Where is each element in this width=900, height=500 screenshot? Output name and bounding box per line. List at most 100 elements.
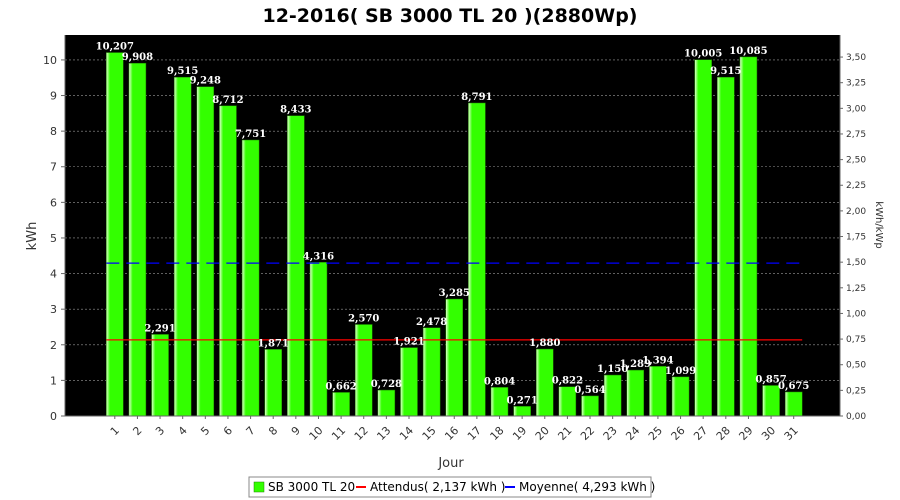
x-tick-label: 20 — [533, 424, 552, 443]
bar — [377, 389, 396, 417]
bar-value-label: 7,751 — [235, 129, 266, 140]
y-axis-label: kWh — [25, 222, 40, 251]
bar-value-label: 0,804 — [484, 376, 515, 387]
bar — [400, 347, 418, 417]
bar — [264, 349, 282, 417]
y-right-tick-label: 0,25 — [846, 386, 866, 396]
x-axis-label: Jour — [437, 456, 464, 471]
bar — [354, 324, 373, 417]
y-tick-label: 7 — [50, 161, 57, 174]
x-tick-label: 24 — [623, 424, 642, 443]
legend-series-label: SB 3000 TL 20 — [268, 480, 355, 494]
bar-value-label: 1,150 — [597, 364, 628, 375]
bar-value-label: 0,857 — [755, 374, 786, 385]
x-tick-label: 17 — [465, 424, 484, 443]
y-axis-right-label: kWh/kWp — [873, 201, 884, 248]
bar — [309, 262, 328, 417]
bar — [784, 391, 803, 417]
bar — [581, 395, 599, 417]
bar — [513, 406, 531, 417]
x-tick-label: 16 — [442, 424, 461, 443]
bar — [196, 86, 215, 417]
bar-value-labels: 10,2079,9082,2919,5159,2488,7127,7511,87… — [96, 42, 810, 407]
y-right-tick-label: 0,00 — [846, 412, 866, 422]
bar-value-label: 3,285 — [439, 288, 470, 299]
y-right-tick-label: 2,00 — [846, 207, 866, 217]
y-right-tick-label: 2,25 — [846, 181, 866, 191]
y-right-tick-label: 2,50 — [846, 156, 866, 166]
x-tick-label: 6 — [221, 424, 235, 438]
bar-value-label: 4,316 — [303, 251, 334, 262]
x-tick-label: 5 — [198, 424, 212, 438]
x-tick-label: 11 — [329, 424, 348, 443]
bar-value-label: 0,564 — [574, 385, 605, 396]
x-tick-label: 3 — [153, 424, 167, 438]
y-right-tick-label: 3,25 — [846, 79, 866, 89]
y-right-tick-label: 1,00 — [846, 309, 866, 319]
y-tick-label: 8 — [50, 125, 57, 138]
bar — [490, 387, 509, 417]
y-tick-label: 2 — [50, 339, 57, 352]
bar — [106, 52, 124, 417]
bar — [739, 56, 758, 417]
y-tick-label: 1 — [50, 374, 57, 387]
bar — [332, 392, 350, 417]
y-tick-label: 0 — [50, 410, 57, 423]
bar-value-label: 1,921 — [393, 337, 424, 348]
bar-value-label: 10,085 — [729, 46, 767, 57]
bar-value-label: 0,728 — [371, 379, 402, 390]
bar-value-label: 1,871 — [258, 338, 289, 349]
x-tick-label: 21 — [555, 424, 574, 443]
y-right-tick-label: 1,50 — [846, 258, 866, 268]
y-tick-label: 3 — [50, 303, 57, 316]
bar — [536, 348, 554, 417]
y-tick-label: 5 — [50, 232, 57, 245]
bar-value-label: 8,433 — [280, 105, 311, 116]
x-tick-label: 27 — [691, 424, 710, 443]
y-right-tick-label: 1,75 — [846, 233, 866, 243]
bar — [603, 374, 622, 417]
y-tick-label: 10 — [43, 54, 57, 67]
x-tick-label: 26 — [669, 424, 688, 443]
bar-value-label: 9,248 — [190, 76, 221, 87]
bar — [287, 115, 305, 417]
y-right-tick-label: 3,50 — [846, 53, 866, 63]
x-tick-label: 13 — [374, 424, 393, 443]
y-right-tick-label: 0,75 — [846, 335, 866, 345]
y-right-tick-label: 0,50 — [846, 361, 866, 371]
bar — [151, 334, 169, 417]
x-tick-label: 19 — [510, 424, 529, 443]
bar-value-label: 0,662 — [325, 381, 356, 392]
bar-value-label: 0,822 — [552, 376, 583, 387]
y-tick-label: 9 — [50, 90, 57, 103]
x-tick-label: 15 — [420, 424, 439, 443]
bar — [422, 327, 441, 417]
bar-value-label: 1,880 — [529, 338, 560, 349]
x-tick-label: 22 — [578, 424, 597, 443]
y-tick-label: 6 — [50, 196, 57, 209]
bar — [717, 76, 735, 417]
bar-value-label: 10,207 — [96, 42, 134, 53]
x-tick-label: 14 — [397, 424, 416, 443]
x-tick-label: 7 — [244, 424, 258, 438]
bar-value-label: 0,271 — [506, 395, 537, 406]
bar-value-label: 1,394 — [642, 355, 673, 366]
bar — [558, 386, 577, 417]
x-tick-label: 31 — [782, 424, 801, 443]
bar-value-label: 9,515 — [167, 66, 198, 77]
x-tick-label: 30 — [759, 424, 778, 443]
bar — [173, 76, 192, 417]
y-right-tick-label: 2,75 — [846, 130, 866, 140]
legend-swatch-series — [253, 481, 265, 493]
bar — [128, 62, 147, 417]
chart-title: 12-2016( SB 3000 TL 20 )(2880Wp) — [262, 5, 637, 27]
bar-value-label: 9,515 — [710, 66, 741, 77]
x-tick-label: 29 — [736, 424, 755, 443]
bar-value-label: 10,005 — [684, 49, 722, 60]
bar-value-label: 2,570 — [348, 313, 379, 324]
bar — [468, 102, 486, 417]
x-tick-label: 28 — [714, 424, 733, 443]
x-tick-label: 2 — [130, 424, 144, 438]
bars — [106, 52, 803, 417]
